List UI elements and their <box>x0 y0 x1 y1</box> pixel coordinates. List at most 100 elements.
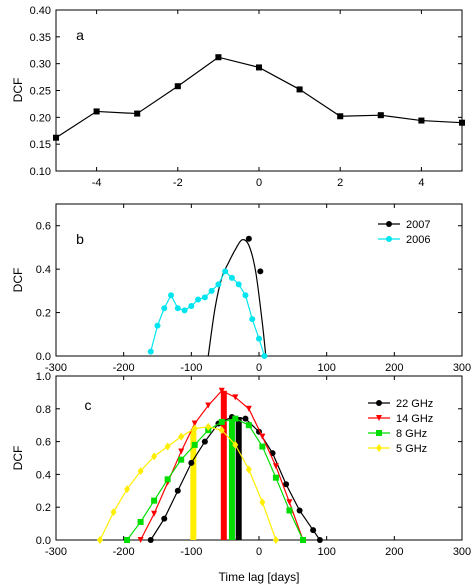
series-line <box>150 270 265 357</box>
data-point <box>188 459 195 466</box>
x-tick-label: -300 <box>45 362 67 374</box>
x-tick-label: 200 <box>385 546 403 558</box>
legend-label: 14 GHz <box>396 413 433 425</box>
peak-bar <box>235 417 242 540</box>
data-point <box>178 456 185 463</box>
x-axis-label: Time lag [days] <box>219 570 300 584</box>
data-point <box>256 335 262 342</box>
data-point <box>147 537 154 543</box>
y-tick-label: 0.30 <box>30 59 51 71</box>
y-axis-label: DCF <box>11 446 25 471</box>
x-tick-label: -200 <box>113 362 135 374</box>
data-point <box>272 536 279 544</box>
series-b-1 <box>147 268 268 359</box>
data-point <box>418 117 425 124</box>
x-tick-label: -100 <box>180 546 202 558</box>
data-point <box>257 268 264 275</box>
y-tick-label: 0.10 <box>30 166 51 178</box>
y-tick-label: 0.4 <box>36 264 51 276</box>
data-point <box>181 307 188 314</box>
series-line <box>99 426 277 541</box>
y-tick-label: 0.2 <box>36 502 51 514</box>
legend-c: 22 GHz 14 GHz 8 GHz 5 GHz <box>368 398 433 455</box>
data-point <box>272 463 279 470</box>
data-point <box>53 134 59 141</box>
x-tick-label: -4 <box>92 177 102 189</box>
series-line <box>150 416 321 541</box>
data-point <box>124 537 131 543</box>
data-point <box>215 54 222 61</box>
legend-label: 2006 <box>406 234 430 246</box>
series-c-0 <box>147 414 323 543</box>
data-point <box>232 394 239 401</box>
data-point <box>147 348 154 355</box>
peak-bar <box>220 390 227 540</box>
data-point <box>245 235 252 242</box>
data-point <box>201 294 208 301</box>
data-point <box>261 353 268 359</box>
data-point <box>310 527 317 534</box>
data-point <box>459 119 465 126</box>
data-point <box>174 487 181 494</box>
data-point <box>161 515 168 522</box>
panel-letter: a <box>76 27 84 43</box>
x-tick-label: 100 <box>317 546 335 558</box>
data-point <box>235 281 242 288</box>
x-tick-label: 0 <box>256 362 262 374</box>
x-tick-label: 0 <box>256 546 262 558</box>
legend-marker <box>386 221 392 227</box>
y-tick-label: 0.20 <box>30 112 51 124</box>
legend-marker <box>376 444 382 452</box>
y-tick-label: 1.0 <box>36 371 51 383</box>
data-point <box>245 405 252 412</box>
panel-b: -300 -200 -100 0 100 200 300 0.0 0.2 0.4 0.6 DCF b 20… <box>11 203 471 374</box>
plot-frame-b <box>55 203 463 357</box>
panel-letter: b <box>76 231 84 247</box>
y-tick-label: 0.35 <box>30 32 51 44</box>
legend-label: 2007 <box>406 219 430 231</box>
data-point <box>218 387 225 394</box>
data-point <box>151 497 158 504</box>
legend-label: 22 GHz <box>396 398 433 410</box>
data-point <box>174 83 181 90</box>
series-line <box>126 418 304 541</box>
series-line <box>207 239 267 357</box>
y-tick-label: 0.15 <box>30 139 51 151</box>
data-point <box>164 442 171 451</box>
x-tick-label: 2 <box>337 177 343 189</box>
y-tick-label: 0.4 <box>36 469 51 481</box>
y-axis-label: DCF <box>11 78 25 103</box>
peak-bar <box>190 430 197 540</box>
legend-b: 2007 2006 <box>378 219 430 246</box>
data-point <box>191 424 198 433</box>
data-point <box>256 64 262 71</box>
data-point <box>286 507 293 514</box>
data-point <box>272 474 279 481</box>
data-point <box>242 415 249 422</box>
data-point <box>110 508 117 517</box>
plot-frame-a <box>55 9 463 172</box>
data-point <box>174 305 181 312</box>
data-point <box>205 422 212 431</box>
data-point <box>124 485 131 494</box>
data-point <box>191 420 198 427</box>
data-point <box>137 467 144 476</box>
data-point <box>296 86 303 93</box>
data-point <box>222 268 229 275</box>
y-axis-label: DCF <box>11 268 25 293</box>
series-b-0 <box>207 235 267 357</box>
y-tick-label: 0.6 <box>36 437 51 449</box>
y-tick-label: 0.40 <box>30 5 51 17</box>
data-point <box>242 292 249 299</box>
legend-label: 8 GHz <box>396 428 427 440</box>
y-tick-label: 0.0 <box>36 535 51 547</box>
data-point <box>286 499 293 506</box>
data-point <box>191 441 198 448</box>
data-point <box>245 465 252 474</box>
y-tick-label: 0.6 <box>36 221 51 233</box>
data-point <box>232 415 239 422</box>
data-point <box>232 440 239 449</box>
data-point <box>137 537 144 543</box>
data-point <box>178 432 185 441</box>
